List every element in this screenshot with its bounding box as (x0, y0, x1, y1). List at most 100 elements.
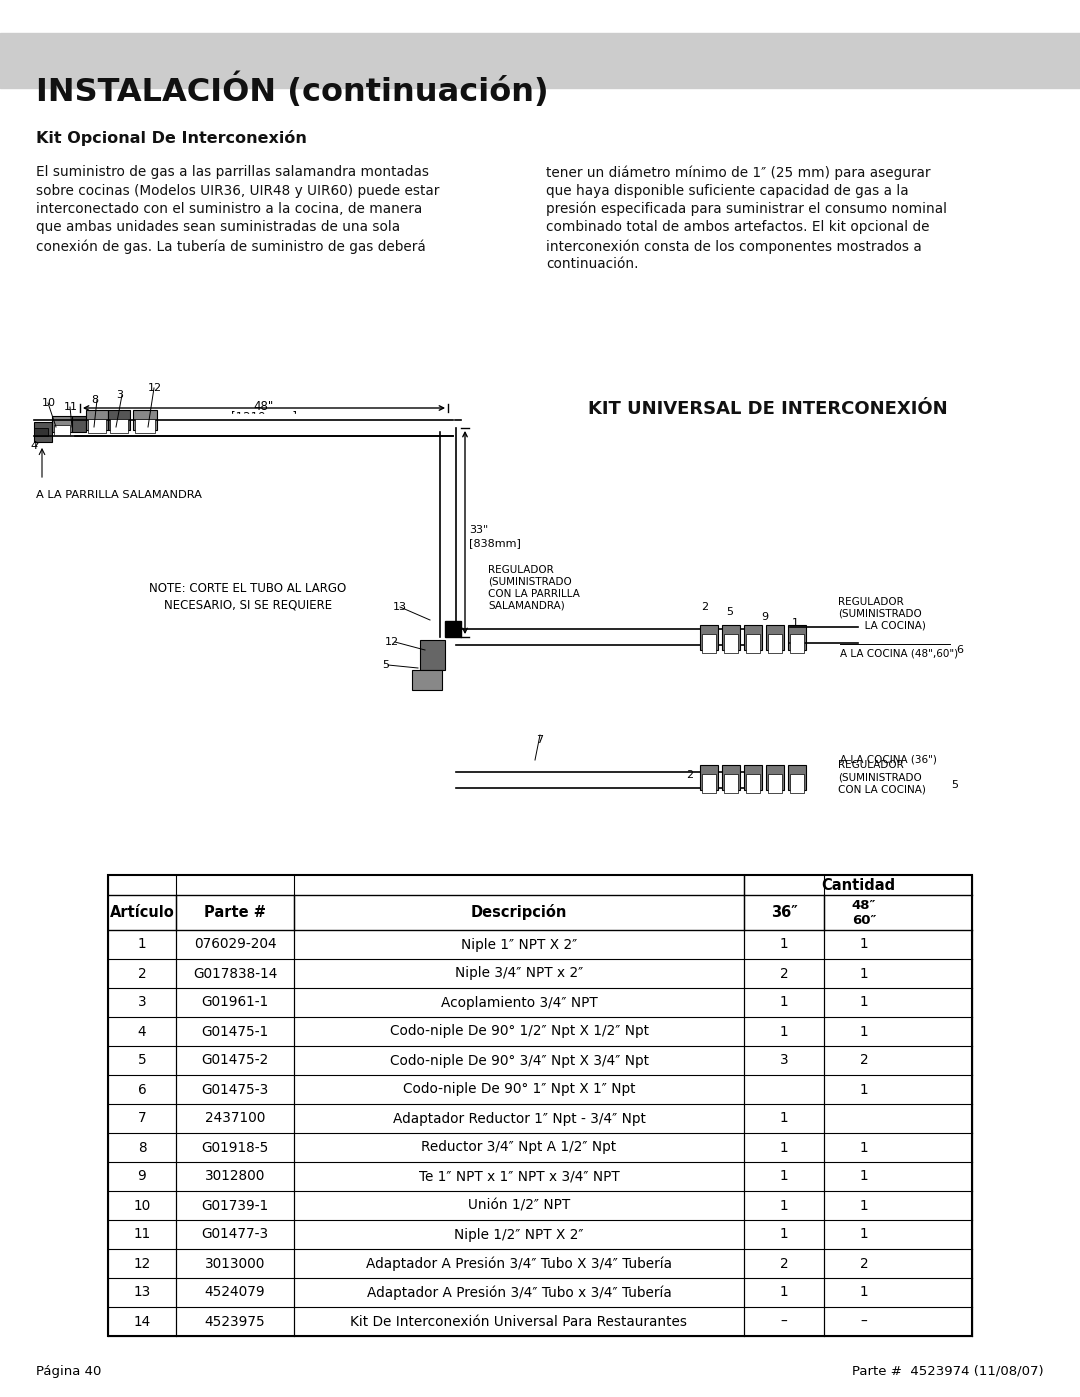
Text: G01739-1: G01739-1 (201, 1199, 269, 1213)
Text: Te 1″ NPT x 1″ NPT x 3/4″ NPT: Te 1″ NPT x 1″ NPT x 3/4″ NPT (419, 1169, 619, 1183)
Text: 11: 11 (64, 402, 78, 412)
Text: 2: 2 (701, 602, 708, 612)
Text: CON LA COCINA): CON LA COCINA) (838, 784, 926, 793)
Text: 10: 10 (42, 398, 56, 408)
Text: Niple 1/2″ NPT X 2″: Niple 1/2″ NPT X 2″ (455, 1228, 584, 1242)
Text: 10: 10 (133, 1199, 150, 1213)
Text: 60″: 60″ (852, 914, 876, 926)
Text: CON LA COCINA): CON LA COCINA) (838, 622, 926, 631)
Text: KIT UNIVERSAL DE INTERCONEXIÓN: KIT UNIVERSAL DE INTERCONEXIÓN (588, 400, 947, 418)
Bar (788, 624, 806, 650)
Text: Acoplamiento 3/4″ NPT: Acoplamiento 3/4″ NPT (441, 996, 597, 1010)
Text: 4: 4 (137, 1024, 146, 1038)
Text: 1: 1 (780, 937, 788, 951)
Text: 1: 1 (860, 967, 868, 981)
Text: 8: 8 (91, 395, 98, 405)
Text: Adaptador A Presión 3/4″ Tubo X 3/4″ Tubería: Adaptador A Presión 3/4″ Tubo X 3/4″ Tub… (366, 1256, 672, 1271)
Bar (700, 766, 718, 789)
Text: 6: 6 (957, 645, 963, 655)
Text: Unión 1/2″ NPT: Unión 1/2″ NPT (468, 1199, 570, 1213)
Text: 5: 5 (382, 659, 389, 671)
Bar (724, 774, 738, 793)
Text: 2: 2 (780, 1256, 788, 1270)
Bar (0, 34, 1080, 88)
Text: 3: 3 (780, 1053, 788, 1067)
Text: 11: 11 (133, 1228, 150, 1242)
Text: sobre cocinas (Modelos UIR36, UIR48 y UIR60) puede estar: sobre cocinas (Modelos UIR36, UIR48 y UI… (36, 183, 440, 197)
Text: que ambas unidades sean suministradas de una sola: que ambas unidades sean suministradas de… (36, 221, 400, 235)
Bar (744, 766, 762, 789)
Text: combinado total de ambos artefactos. El kit opcional de: combinado total de ambos artefactos. El … (546, 221, 930, 235)
Text: 2: 2 (687, 770, 693, 780)
Text: 7: 7 (537, 735, 543, 745)
Bar (411, 671, 442, 690)
Text: CON LA PARRILLA: CON LA PARRILLA (488, 590, 580, 599)
Bar (33, 422, 52, 441)
Text: 12: 12 (148, 383, 162, 393)
Text: Adaptador Reductor 1″ Npt - 3/4″ Npt: Adaptador Reductor 1″ Npt - 3/4″ Npt (392, 1112, 646, 1126)
Text: 4523975: 4523975 (204, 1315, 266, 1329)
Text: G01475-1: G01475-1 (201, 1024, 269, 1038)
Bar (789, 774, 804, 793)
Text: NOTE: CORTE EL TUBO AL LARGO: NOTE: CORTE EL TUBO AL LARGO (149, 583, 347, 595)
Text: Cantidad: Cantidad (821, 877, 895, 893)
Bar (768, 774, 782, 793)
Text: 4524079: 4524079 (205, 1285, 266, 1299)
Text: 1: 1 (860, 1083, 868, 1097)
Text: 1: 1 (860, 996, 868, 1010)
Bar (768, 634, 782, 652)
Text: 48″: 48″ (852, 900, 876, 912)
Bar (700, 624, 718, 650)
Text: Codo-niple De 90° 1/2″ Npt X 1/2″ Npt: Codo-niple De 90° 1/2″ Npt X 1/2″ Npt (390, 1024, 648, 1038)
Bar (72, 416, 86, 432)
Text: 12: 12 (133, 1256, 150, 1270)
Text: El suministro de gas a las parrillas salamandra montadas: El suministro de gas a las parrillas sal… (36, 165, 429, 179)
Bar (54, 425, 70, 434)
Bar (746, 634, 760, 652)
Text: 1: 1 (137, 937, 146, 951)
Bar (702, 634, 716, 652)
Text: [1219 mm]: [1219 mm] (231, 409, 297, 423)
Text: NECESARIO, SI SE REQUIERE: NECESARIO, SI SE REQUIERE (164, 598, 332, 610)
Text: que haya disponible suficiente capacidad de gas a la: que haya disponible suficiente capacidad… (546, 183, 908, 197)
Text: REGULADOR: REGULADOR (838, 760, 904, 770)
Text: 1: 1 (860, 1140, 868, 1154)
Text: interconexión consta de los componentes mostrados a: interconexión consta de los componentes … (546, 239, 921, 253)
Text: 33": 33" (469, 525, 488, 535)
Text: [838mm]: [838mm] (469, 538, 521, 548)
Text: 2437100: 2437100 (205, 1112, 266, 1126)
Text: 1: 1 (780, 1112, 788, 1126)
Text: SALAMANDRA): SALAMANDRA) (488, 601, 565, 610)
Text: G01961-1: G01961-1 (201, 996, 269, 1010)
Text: 48": 48" (254, 400, 274, 414)
Bar (133, 409, 157, 430)
Text: 9: 9 (761, 612, 769, 622)
Bar (108, 409, 130, 430)
Text: Parte #  4523974 (11/08/07): Parte # 4523974 (11/08/07) (852, 1365, 1044, 1377)
Text: 3013000: 3013000 (205, 1256, 266, 1270)
Text: REGULADOR: REGULADOR (838, 597, 904, 608)
Bar (33, 427, 48, 436)
Text: 14: 14 (133, 1315, 150, 1329)
Text: 1: 1 (780, 1024, 788, 1038)
Text: G01477-3: G01477-3 (202, 1228, 269, 1242)
Text: 2: 2 (860, 1256, 868, 1270)
Bar (766, 624, 784, 650)
Text: Niple 3/4″ NPT x 2″: Niple 3/4″ NPT x 2″ (455, 967, 583, 981)
Text: 1: 1 (860, 937, 868, 951)
Text: G017838-14: G017838-14 (193, 967, 278, 981)
Text: Página 40: Página 40 (36, 1365, 102, 1377)
Text: 13: 13 (393, 602, 407, 612)
Text: 1: 1 (780, 1199, 788, 1213)
Text: 3012800: 3012800 (205, 1169, 266, 1183)
Text: Kit Opcional De Interconexión: Kit Opcional De Interconexión (36, 130, 307, 147)
Bar (788, 766, 806, 789)
Text: Kit De Interconexión Universal Para Restaurantes: Kit De Interconexión Universal Para Rest… (351, 1315, 688, 1329)
Text: Artículo: Artículo (110, 905, 174, 921)
Text: –: – (861, 1315, 867, 1329)
Bar (87, 419, 106, 433)
Bar (724, 634, 738, 652)
Bar (445, 622, 461, 637)
Bar (135, 419, 156, 433)
Text: 1: 1 (860, 1285, 868, 1299)
